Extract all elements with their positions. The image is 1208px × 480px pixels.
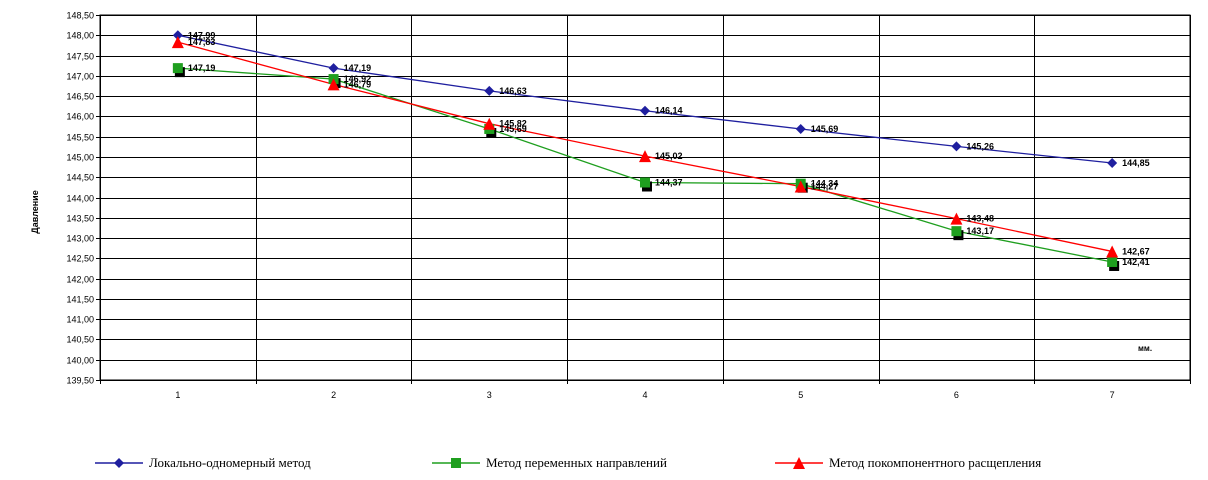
- data-label-adi: 143,17: [966, 226, 994, 236]
- data-label-splitting: 143,48: [966, 214, 994, 224]
- x-tick-label: 2: [331, 390, 336, 400]
- y-axis: 139,50 140,00 140,50 141,00 141,50 142,00 142,…: [66, 11, 100, 386]
- series-layer: [171, 30, 1120, 271]
- y-tick-label: 147,50: [66, 52, 94, 62]
- y-tick-label: 144,00: [66, 194, 94, 204]
- y-tick-label: 139,50: [66, 376, 94, 386]
- x-tick-label: 7: [1110, 390, 1115, 400]
- data-point-splitting: [327, 78, 340, 91]
- y-tick-label: 142,50: [66, 254, 94, 264]
- data-point-splitting: [794, 180, 807, 193]
- data-label-local-1d: 147,19: [344, 63, 372, 73]
- data-label-layer: 147,99 147,19 146,63 146,14 145,69 145,26 144,…: [188, 30, 1150, 267]
- data-label-local-1d: 146,14: [655, 106, 683, 116]
- data-point-local-1d: [951, 141, 962, 152]
- data-point-local-1d: [640, 105, 650, 116]
- legend-label-adi: Метод переменных направлений: [486, 455, 667, 470]
- data-label-local-1d: 147,99: [188, 30, 216, 40]
- y-tick-label: 148,00: [66, 31, 94, 41]
- data-label-adi: 147,19: [188, 63, 216, 73]
- data-label-adi: 145,69: [499, 124, 527, 134]
- data-label-adi: 142,41: [1122, 257, 1150, 267]
- data-label-local-1d: 144,85: [1122, 158, 1150, 168]
- legend-marker-adi: [451, 458, 461, 468]
- y-tick-label: 141,50: [66, 295, 94, 305]
- data-point-splitting: [171, 36, 184, 49]
- y-tick-label: 148,50: [66, 11, 94, 21]
- y-tick-label: 141,00: [66, 315, 94, 325]
- x-tick-label: 5: [798, 390, 803, 400]
- data-label-splitting: 145,02: [655, 151, 683, 161]
- data-point-adi: [172, 63, 183, 74]
- data-point-local-1d: [1107, 158, 1118, 169]
- data-point-splitting: [950, 212, 963, 225]
- plot-frame: [99, 14, 1191, 381]
- y-tick-label: 140,00: [66, 356, 94, 366]
- x-tick-label: 1: [175, 390, 180, 400]
- legend: Локально-одномерный метод Метод переменны…: [95, 455, 1041, 470]
- y-tick-label: 145,00: [66, 153, 94, 163]
- data-label-local-1d: 146,63: [499, 86, 527, 96]
- y-tick-label: 146,50: [66, 92, 94, 102]
- y-tick-label: 144,50: [66, 173, 94, 183]
- data-point-local-1d: [795, 123, 806, 134]
- data-label-adi: 144,37: [655, 177, 683, 187]
- x-tick-label: 4: [642, 390, 647, 400]
- legend-marker-splitting: [793, 457, 805, 469]
- data-point-splitting: [1106, 245, 1119, 258]
- y-axis-title: Давление: [30, 190, 40, 233]
- data-point-splitting: [483, 117, 496, 130]
- plot-area: [99, 14, 1191, 384]
- legend-label-local-1d: Локально-одномерный метод: [149, 455, 311, 470]
- x-tick-label: 6: [954, 390, 959, 400]
- y-tick-label: 143,50: [66, 214, 94, 224]
- data-point-adi: [640, 177, 650, 188]
- y-tick-label: 147,00: [66, 72, 94, 82]
- y-tick-label: 146,00: [66, 112, 94, 122]
- data-point-adi: [951, 226, 962, 237]
- data-label-adi: 146,92: [344, 74, 372, 84]
- data-point-adi: [1107, 256, 1118, 267]
- unit-note: мм.: [1138, 344, 1152, 353]
- legend-label-splitting: Метод покомпонентного расщепления: [829, 455, 1041, 470]
- x-tick-label: 3: [487, 390, 492, 400]
- x-axis: 1 2 3 4 5 6 7: [175, 390, 1114, 400]
- y-tick-label: 143,00: [66, 234, 94, 244]
- data-label-splitting: 144,27: [811, 182, 839, 192]
- data-point-local-1d: [484, 85, 495, 96]
- data-label-splitting: 146,79: [344, 79, 372, 89]
- y-tick-label: 140,50: [66, 335, 94, 345]
- data-label-adi: 144,34: [811, 179, 839, 189]
- data-label-local-1d: 145,26: [966, 141, 994, 151]
- data-label-splitting: 142,67: [1122, 246, 1150, 256]
- data-point-local-1d: [328, 63, 339, 74]
- y-tick-label: 142,00: [66, 275, 94, 285]
- data-label-splitting: 145,82: [499, 119, 527, 129]
- data-label-splitting: 147,83: [188, 37, 216, 47]
- legend-marker-local-1d: [114, 458, 124, 468]
- data-label-local-1d: 145,69: [811, 124, 839, 134]
- data-point-splitting: [639, 150, 651, 163]
- y-tick-label: 145,50: [66, 133, 94, 143]
- data-point-local-1d: [172, 30, 183, 41]
